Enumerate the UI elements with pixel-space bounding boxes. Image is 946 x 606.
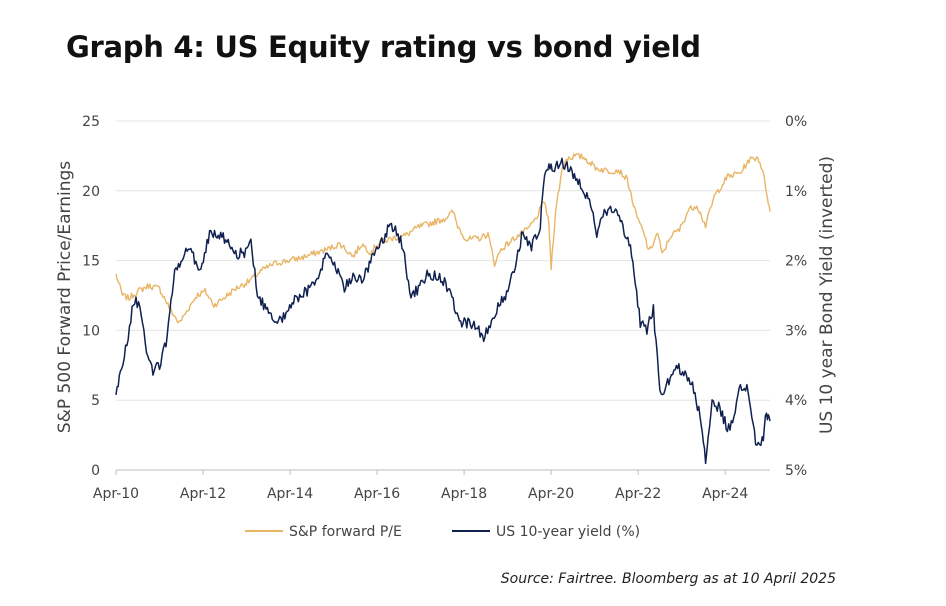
x-tick-label: Apr-18: [441, 486, 487, 502]
y-tick-label: 25: [82, 114, 100, 130]
gridlines: [116, 120, 770, 401]
y-tick-label: 10: [82, 323, 100, 339]
x-tick-label: Apr-22: [615, 486, 661, 502]
legend-label-yield: US 10-year yield (%): [496, 524, 640, 540]
x-tick-label: Apr-24: [702, 486, 748, 502]
y2-tick-label: 0%: [785, 114, 807, 130]
y-axis-right-ticks: 0% 1% 2% 3% 4% 5%: [785, 114, 807, 479]
x-tick-label: Apr-20: [528, 486, 574, 502]
chart-title: Graph 4: US Equity rating vs bond yield: [66, 30, 701, 64]
y2-tick-label: 4%: [785, 393, 807, 409]
series-lines: [115, 152, 771, 465]
x-tick-label: Apr-12: [180, 486, 226, 502]
y-tick-label: 20: [82, 184, 100, 200]
legend-label-pe: S&P forward P/E: [289, 524, 402, 540]
x-tick-label: Apr-10: [93, 486, 139, 502]
x-axis: Apr-10 Apr-12 Apr-14 Apr-16 Apr-18 Apr-20 Apr-…: [93, 469, 770, 502]
y2-tick-label: 1%: [785, 184, 807, 200]
y-axis-left-label: S&P 500 Forward Price/Earnings: [55, 161, 75, 433]
x-tick-label: Apr-16: [354, 486, 400, 502]
y2-tick-label: 5%: [785, 463, 807, 479]
legend: S&P forward P/E US 10-year yield (%): [245, 524, 640, 540]
y2-tick-label: 3%: [785, 323, 807, 339]
source-note: Source: Fairtree. Bloomberg as at 10 Apr…: [500, 571, 836, 587]
x-tick-label: Apr-14: [267, 486, 313, 502]
y-tick-label: 0: [91, 463, 100, 479]
y-axis-left-ticks: 0 5 10 15 20 25: [82, 114, 100, 479]
y-axis-right-label: US 10 year Bond Yield (inverted): [817, 156, 837, 434]
series-line-pe: [115, 152, 771, 324]
y-tick-label: 5: [91, 393, 100, 409]
y2-tick-label: 2%: [785, 254, 807, 270]
series-line-yield: [115, 157, 771, 465]
y-tick-label: 15: [82, 254, 100, 270]
